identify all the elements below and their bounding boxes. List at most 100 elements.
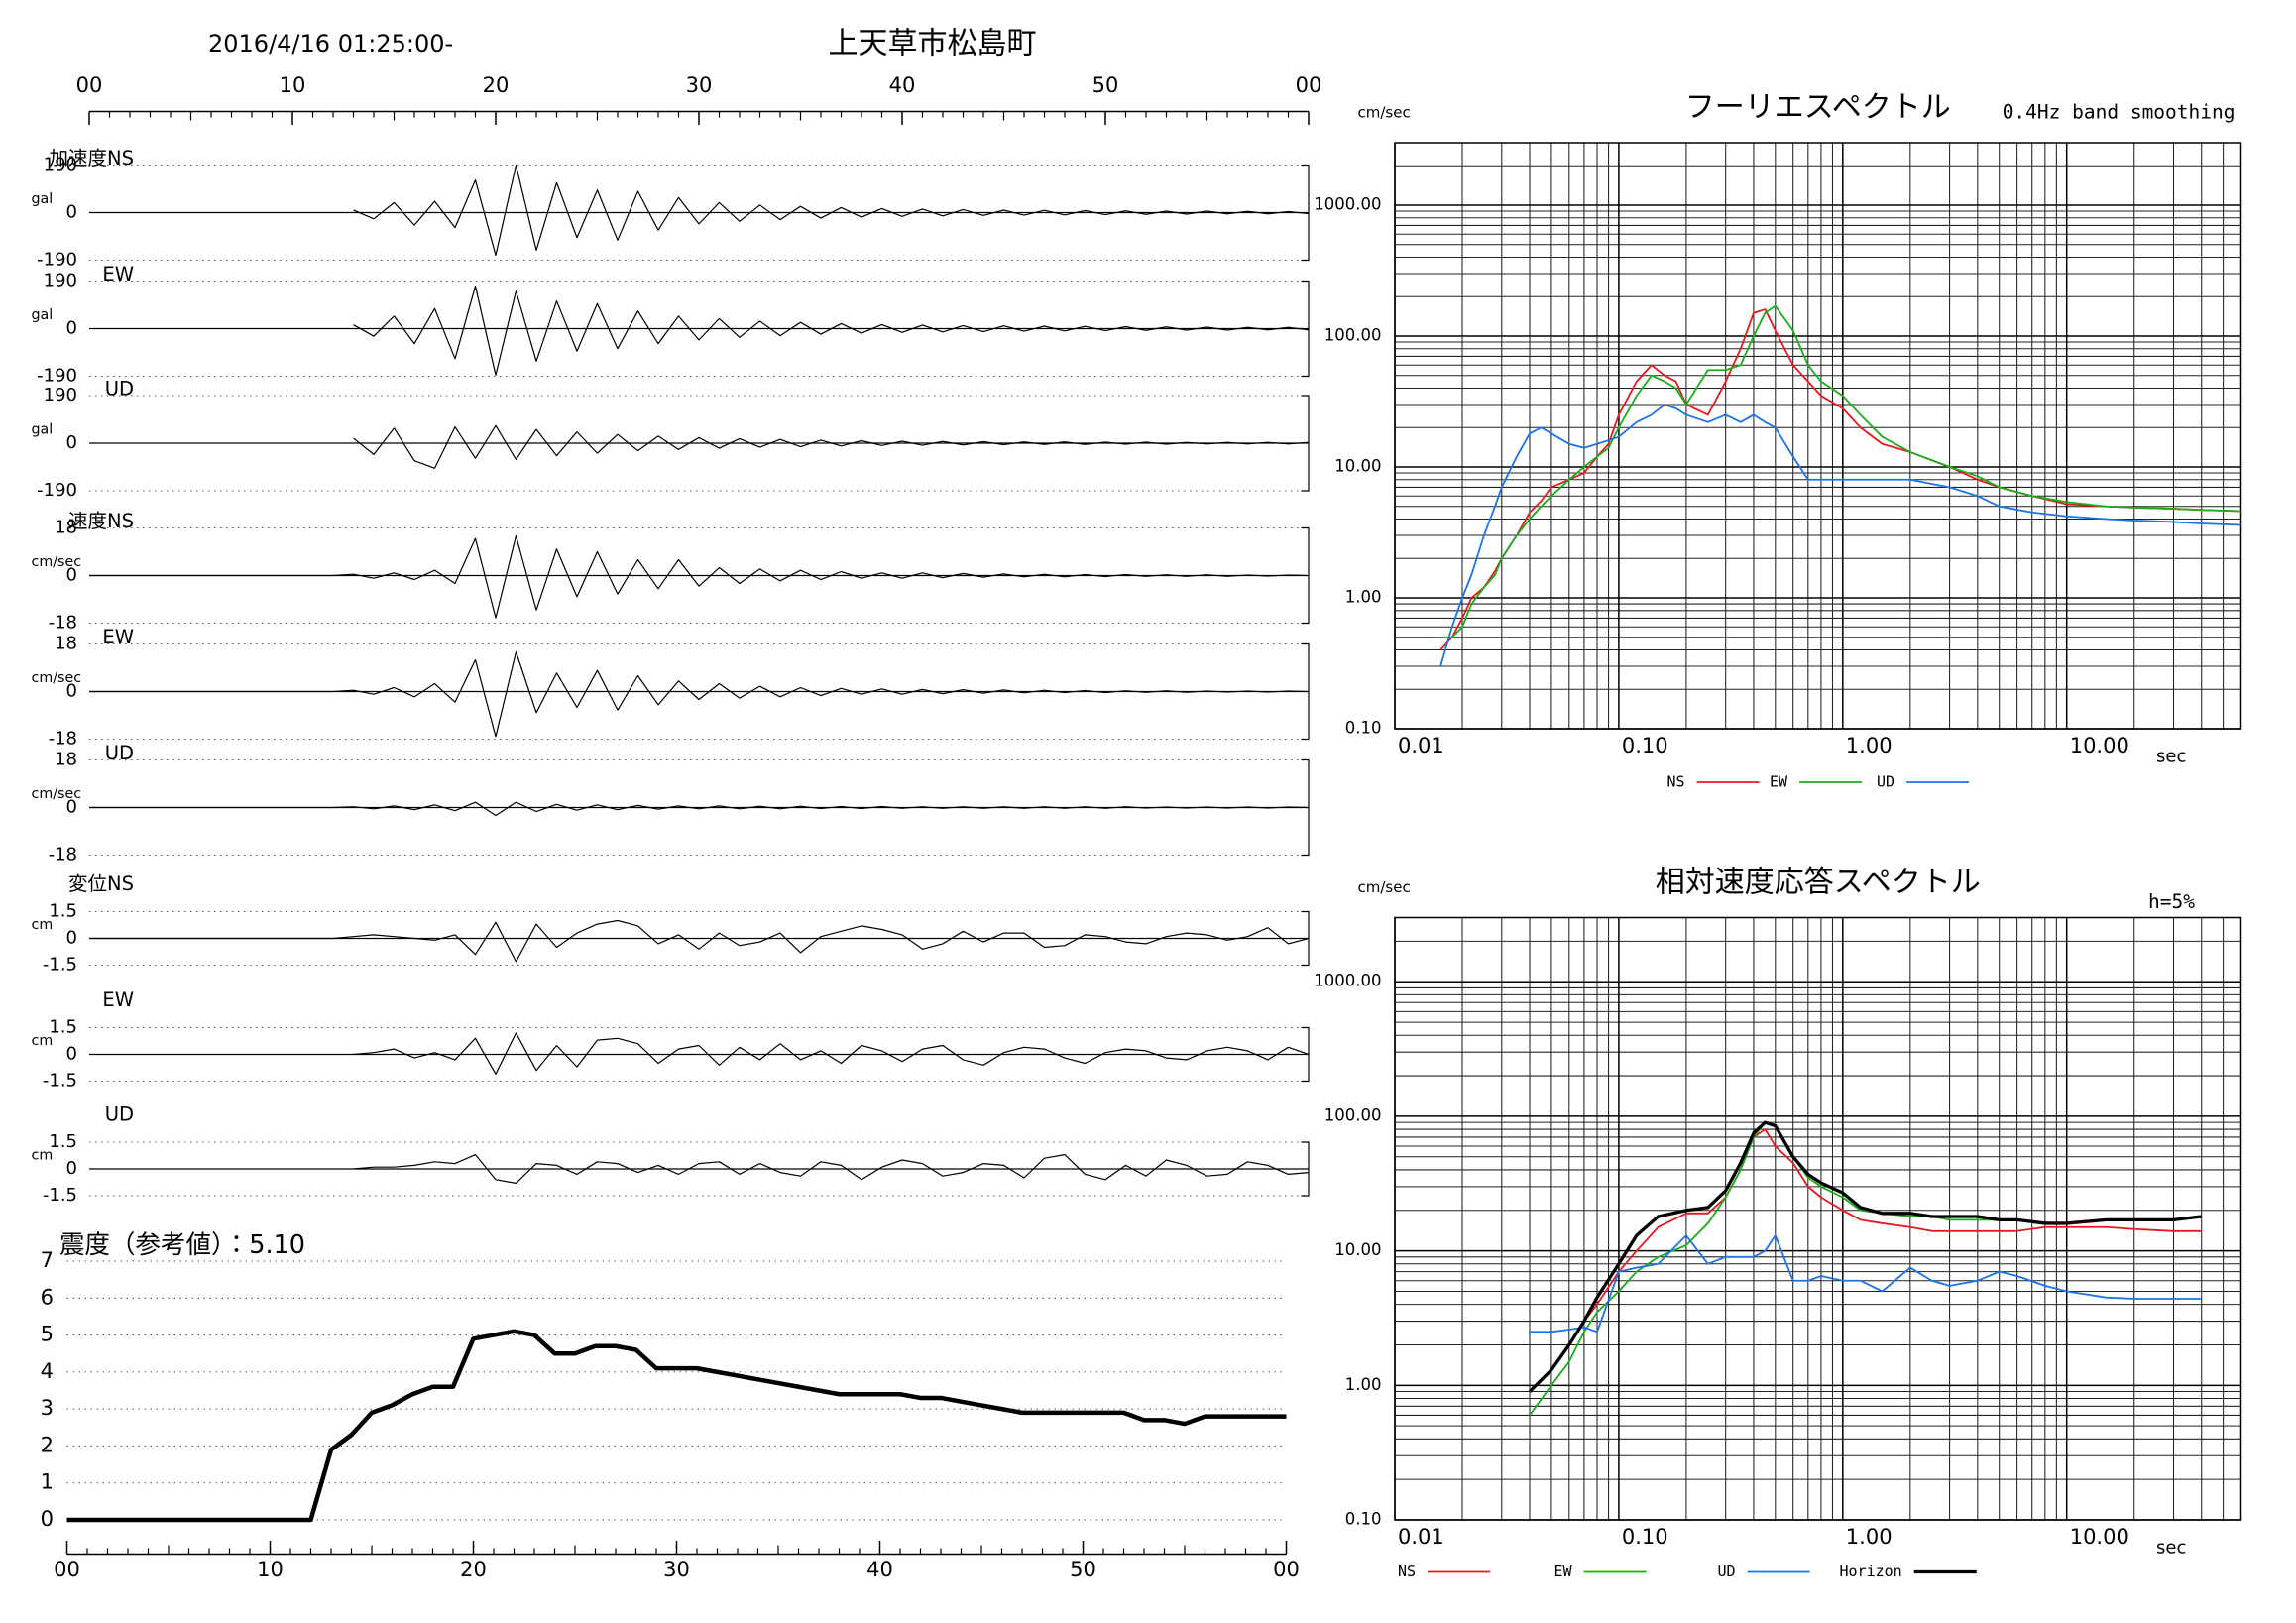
plot-frame [1394,142,2242,730]
spectrum-line [1528,1120,2202,1393]
y-tick-label: 0 [66,928,77,949]
waveform [89,534,1310,619]
x-tick-label: 1.00 [1846,734,1893,757]
y-tick-label: 0 [41,1507,54,1531]
unit-label: cm [32,917,54,933]
x-tick-label: 10 [257,1558,284,1581]
x-tick-label: 0.10 [1622,1525,1668,1549]
x-tick-label: 50 [1092,73,1119,97]
y-tick-label: 4 [41,1359,54,1383]
x-tick-label: 10.00 [2070,1525,2129,1549]
panel-bracket [1301,395,1310,492]
unit-label: cm/sec [32,670,82,686]
x-tick-label: 0.01 [1398,734,1444,757]
panel-bracket [1301,280,1310,378]
waveform [89,801,1310,817]
spectrum-line [1530,1234,2202,1333]
x-tick-label: 30 [663,1558,690,1581]
y-tick-label: 18 [55,634,77,654]
y-tick-label: 0 [66,1044,77,1065]
panel-bracket [1301,642,1310,741]
y-tick-label: 0.10 [1345,719,1382,738]
x-tick-label: 10.00 [2070,734,2129,757]
y-tick-label: 1000.00 [1314,194,1381,213]
waveform [353,424,1310,469]
legend-label: UD [1877,773,1894,791]
y-tick-label: 5 [41,1323,54,1346]
spectrum-line [1529,1128,2202,1393]
y-tick-label: 0 [66,202,77,223]
spectrum-line [1439,404,2241,667]
x-tick-label: 00 [1296,73,1322,97]
y-tick-label: 0 [66,681,77,702]
start-time: 2016/4/16 01:25:00- [208,30,453,58]
y-tick-label: 100.00 [1324,1105,1382,1124]
legend-label: UD [1718,1563,1736,1580]
x-tick-label: 1.00 [1846,1525,1893,1549]
waveform [89,919,1310,963]
chart-subtitle: h=5% [2148,890,2195,913]
component-label: EW [102,988,134,1011]
chart-subtitle: 0.4Hz band smoothing [2003,101,2236,124]
legend-label: EW [1554,1563,1573,1580]
y-tick-label: -1.5 [43,1071,77,1092]
y-tick-label: -18 [49,729,77,750]
component-label: 速度NS [68,510,134,532]
y-tick-label: 1 [41,1470,54,1494]
y-tick-label: -18 [49,845,77,866]
x-tick-label: 00 [54,1558,80,1581]
y-tick-label: 6 [41,1285,54,1309]
legend-label: NS [1398,1563,1416,1580]
x-tick-label: 40 [866,1558,893,1581]
y-tick-label: -1.5 [43,1185,77,1206]
y-tick-label: -190 [37,250,77,271]
component-label: UD [105,1103,134,1126]
unit-label: gal [32,422,54,438]
unit-label: cm [32,1148,54,1164]
y-tick-label: 190 [44,385,77,406]
y-axis-unit: cm/sec [1358,878,1411,896]
x-axis-unit: sec [2156,1538,2186,1559]
panel-bracket [1301,526,1310,625]
x-tick-label: 10 [280,73,306,97]
y-tick-label: 1.00 [1345,1375,1382,1394]
y-tick-label: 1000.00 [1314,972,1381,990]
y-tick-label: 1.5 [49,901,77,922]
legend-label: NS [1667,773,1685,791]
unit-label: cm/sec [32,554,82,570]
waveform [353,285,1310,376]
component-label: 変位NS [68,872,134,895]
unit-label: gal [32,307,54,323]
intensity-line [66,1329,1287,1523]
y-tick-label: 0 [66,797,77,818]
unit-label: gal [32,191,54,207]
x-axis-unit: sec [2156,747,2186,767]
y-tick-label: 0 [66,318,77,339]
unit-label: cm [32,1033,54,1049]
y-tick-label: -1.5 [43,955,77,976]
y-tick-label: 7 [41,1248,54,1272]
component-label: UD [105,742,134,764]
y-tick-label: 190 [44,155,77,175]
y-tick-label: 10.00 [1334,456,1381,475]
waveform [353,1032,1310,1075]
y-tick-label: 10.00 [1334,1240,1381,1259]
y-tick-label: 190 [44,271,77,291]
y-tick-label: 2 [41,1433,54,1456]
panel-bracket [1301,164,1310,262]
x-tick-label: 40 [889,73,916,97]
x-tick-label: 30 [686,73,713,97]
x-tick-label: 0.01 [1398,1525,1444,1549]
y-tick-label: 0 [66,565,77,586]
y-tick-label: 0 [66,432,77,453]
chart-title: 震度（参考値）：5.10 [59,1230,305,1260]
y-axis-unit: cm/sec [1358,104,1411,122]
chart-title: フーリエスペクトル [1685,90,1951,125]
y-tick-label: 0.10 [1345,1510,1382,1529]
x-tick-label: 50 [1070,1558,1096,1581]
y-tick-label: -190 [37,480,77,501]
waveform [353,1154,1310,1185]
